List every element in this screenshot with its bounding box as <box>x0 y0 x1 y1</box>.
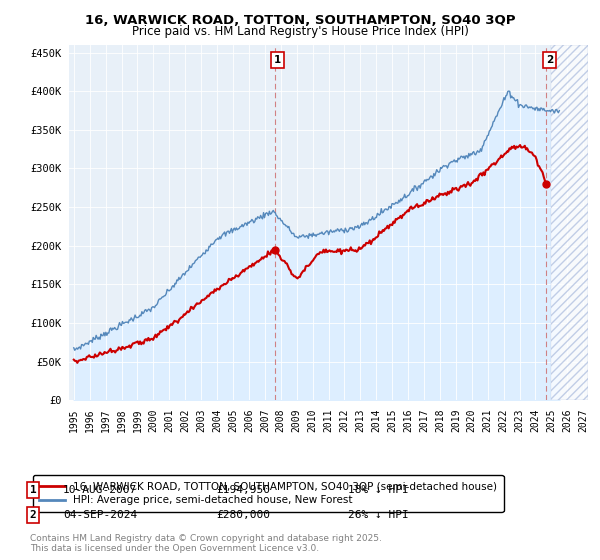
Text: 2: 2 <box>29 510 37 520</box>
Text: 2: 2 <box>545 55 553 66</box>
Text: £280,000: £280,000 <box>216 510 270 520</box>
Text: 16, WARWICK ROAD, TOTTON, SOUTHAMPTON, SO40 3QP: 16, WARWICK ROAD, TOTTON, SOUTHAMPTON, S… <box>85 14 515 27</box>
Text: 1: 1 <box>274 55 281 66</box>
Text: 26% ↓ HPI: 26% ↓ HPI <box>348 510 409 520</box>
Text: 1: 1 <box>29 485 37 495</box>
Legend: 16, WARWICK ROAD, TOTTON, SOUTHAMPTON, SO40 3QP (semi-detached house), HPI: Aver: 16, WARWICK ROAD, TOTTON, SOUTHAMPTON, S… <box>32 475 503 512</box>
Text: £194,950: £194,950 <box>216 485 270 495</box>
Text: 04-SEP-2024: 04-SEP-2024 <box>63 510 137 520</box>
Text: 18% ↓ HPI: 18% ↓ HPI <box>348 485 409 495</box>
Text: Contains HM Land Registry data © Crown copyright and database right 2025.
This d: Contains HM Land Registry data © Crown c… <box>30 534 382 553</box>
Text: Price paid vs. HM Land Registry's House Price Index (HPI): Price paid vs. HM Land Registry's House … <box>131 25 469 38</box>
Text: 10-AUG-2007: 10-AUG-2007 <box>63 485 137 495</box>
